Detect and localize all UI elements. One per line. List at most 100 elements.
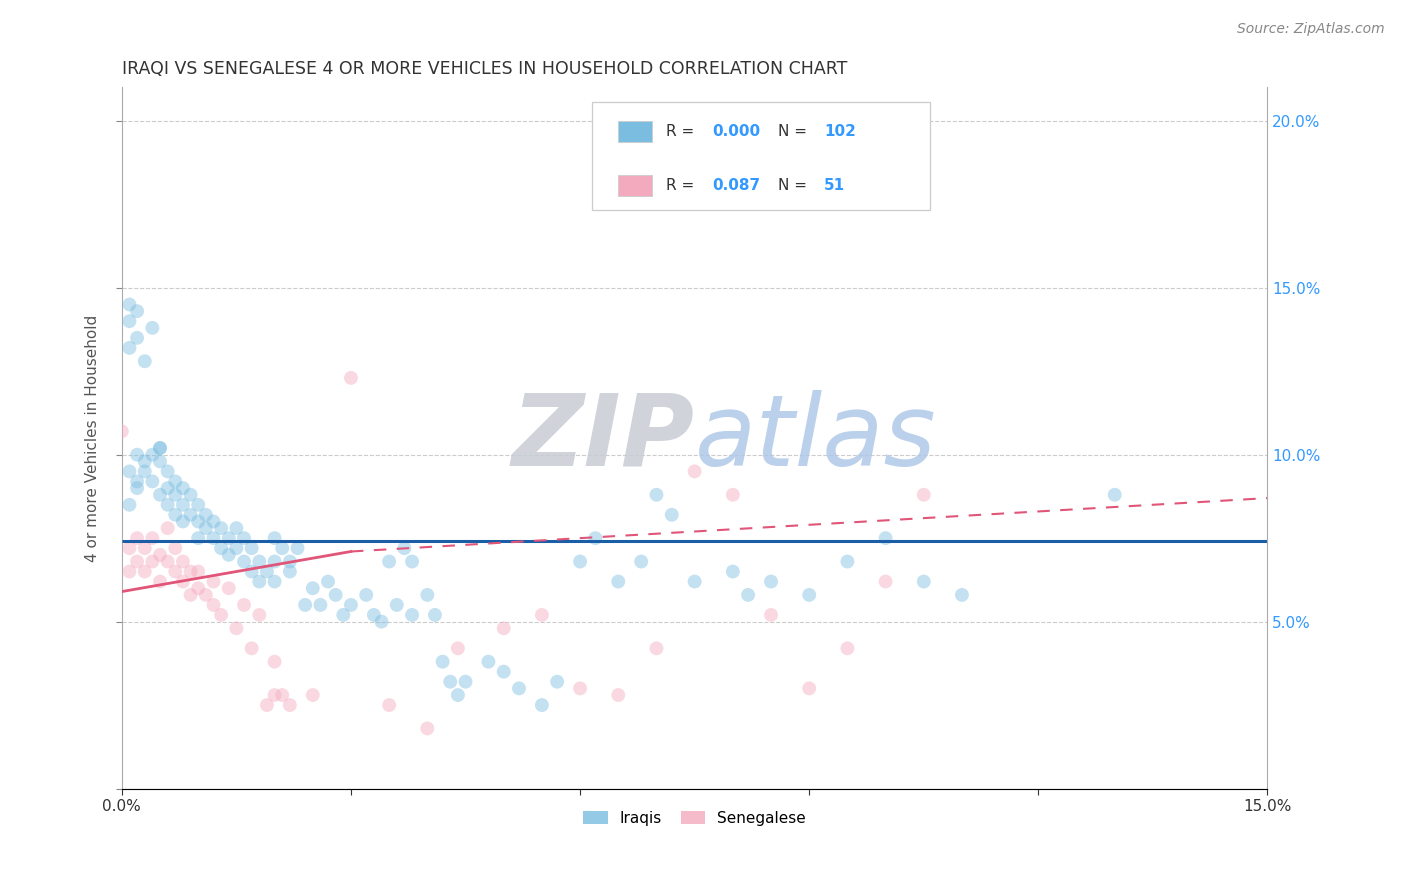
Point (423, 607, 446, 622)
Text: N =: N = (779, 178, 813, 194)
Point (454, 674, 477, 689)
Point (256, 565, 278, 579)
Point (256, 698, 278, 712)
Point (508, 681, 530, 696)
Point (233, 555, 256, 569)
Point (271, 541, 294, 556)
Text: R =: R = (666, 178, 699, 194)
Point (127, 555, 149, 569)
Point (278, 555, 301, 569)
Point (332, 607, 354, 622)
Point (127, 475, 149, 489)
Point (354, 588, 377, 602)
Point (263, 574, 285, 589)
Point (378, 698, 401, 712)
Point (263, 555, 285, 569)
Point (127, 531, 149, 545)
Point (233, 598, 256, 612)
Point (645, 488, 668, 502)
Point (439, 674, 461, 689)
Point (683, 574, 706, 589)
Point (194, 521, 217, 535)
Point (194, 588, 217, 602)
Point (271, 688, 294, 702)
Point (141, 475, 163, 489)
Point (583, 531, 606, 545)
Point (165, 475, 187, 489)
Point (401, 607, 423, 622)
Point (875, 574, 897, 589)
Point (492, 665, 515, 679)
Point (1104, 488, 1126, 502)
Point (118, 341, 141, 355)
Point (912, 488, 935, 502)
Point (301, 688, 323, 702)
Point (180, 565, 202, 579)
FancyBboxPatch shape (592, 102, 929, 211)
Point (156, 498, 179, 512)
Point (134, 565, 156, 579)
Point (194, 508, 217, 522)
Point (799, 681, 821, 696)
Point (202, 598, 225, 612)
Point (477, 655, 499, 669)
Point (294, 598, 316, 612)
Point (225, 621, 247, 635)
Text: N =: N = (779, 124, 813, 139)
Point (492, 621, 515, 635)
Point (607, 688, 630, 702)
FancyBboxPatch shape (617, 121, 652, 142)
Point (363, 607, 385, 622)
Point (156, 521, 179, 535)
Point (118, 541, 141, 556)
Point (875, 531, 897, 545)
Point (118, 314, 141, 328)
Point (218, 581, 240, 595)
Point (240, 541, 263, 556)
Point (134, 454, 156, 468)
Point (340, 371, 363, 385)
Point (187, 515, 209, 529)
Point (165, 541, 187, 556)
Point (278, 698, 301, 712)
Point (149, 548, 172, 562)
Point (950, 588, 973, 602)
Point (309, 598, 332, 612)
Text: Source: ZipAtlas.com: Source: ZipAtlas.com (1237, 22, 1385, 37)
Point (187, 581, 209, 595)
Point (630, 555, 652, 569)
Point (118, 464, 141, 478)
Point (432, 655, 454, 669)
Point (187, 565, 209, 579)
Point (209, 521, 232, 535)
Point (416, 588, 439, 602)
Point (340, 598, 363, 612)
Point (645, 641, 668, 656)
Point (127, 304, 149, 318)
Point (546, 674, 568, 689)
Text: atlas: atlas (695, 390, 936, 486)
Point (247, 555, 270, 569)
Point (683, 464, 706, 478)
Point (141, 448, 163, 462)
Point (149, 574, 172, 589)
Point (149, 441, 172, 455)
Point (141, 531, 163, 545)
FancyBboxPatch shape (617, 175, 652, 196)
Point (401, 555, 423, 569)
Point (180, 488, 202, 502)
Point (837, 555, 859, 569)
Point (530, 607, 553, 622)
Text: 51: 51 (824, 178, 845, 194)
Point (187, 531, 209, 545)
Point (202, 574, 225, 589)
Point (394, 541, 416, 556)
Point (569, 555, 592, 569)
Point (247, 607, 270, 622)
Point (416, 722, 439, 736)
Point (156, 555, 179, 569)
Point (180, 508, 202, 522)
Point (209, 607, 232, 622)
Point (134, 464, 156, 478)
Point (149, 488, 172, 502)
